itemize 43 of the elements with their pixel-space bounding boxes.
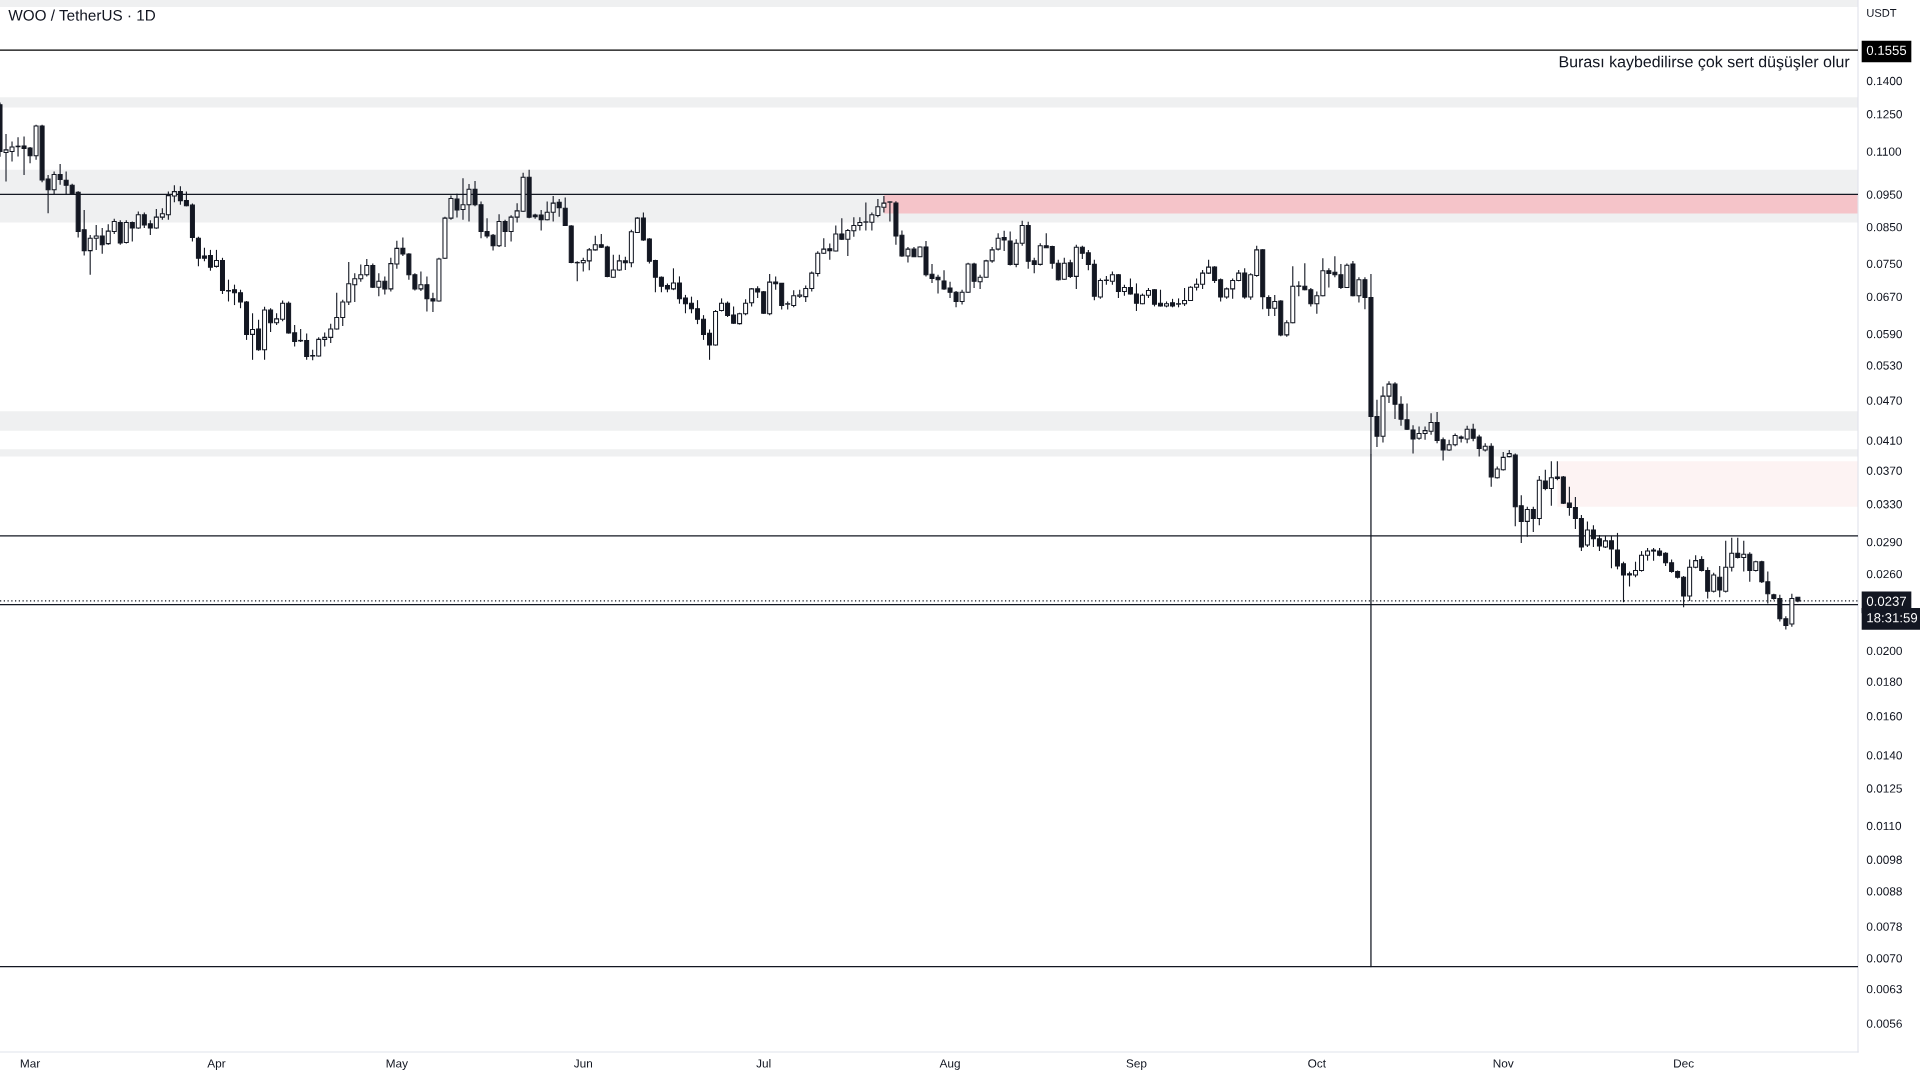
- y-tick-label: 0.0063: [1866, 985, 1902, 994]
- ref-line-label: Burası kaybedilirse çok sert düşüşler olur: [1559, 55, 1850, 71]
- x-tick-label: Apr: [207, 1059, 226, 1070]
- y-tick-label: 0.0260: [1866, 569, 1902, 579]
- x-tick-label: Nov: [1493, 1059, 1514, 1068]
- y-tick-label: 0.0470: [1866, 396, 1902, 405]
- y-tick-label: 0.1400: [1866, 76, 1902, 86]
- x-tick-label: Dec: [1674, 1059, 1694, 1068]
- y-tick-label: 0.0750: [1866, 259, 1902, 268]
- y-tick-label: 0.0330: [1866, 500, 1902, 509]
- x-tick-label: Sep: [1126, 1059, 1147, 1070]
- y-tick-label: 0.0950: [1866, 190, 1902, 199]
- y-tick-label: 0.0200: [1866, 646, 1902, 656]
- y-tick-label: 0.1555: [1866, 45, 1907, 55]
- y-tick-label: 0.0410: [1866, 436, 1902, 445]
- y-tick-label: 0.0056: [1866, 1019, 1902, 1028]
- y-tick-label: 0.0140: [1866, 751, 1902, 760]
- y-tick-label: 0.0530: [1866, 361, 1902, 370]
- y-tick-label: 0.0370: [1866, 466, 1902, 475]
- x-tick-label: Mar: [20, 1059, 41, 1068]
- y-tick-label: 0.0590: [1866, 329, 1902, 339]
- y-tick-label: 0.0070: [1866, 954, 1902, 963]
- chart-title: WOO / TetherUS · 1D: [8, 9, 156, 21]
- y-tick-label: 0.0160: [1866, 712, 1902, 721]
- x-tick-label: May: [386, 1059, 408, 1070]
- y-tick-label: 0.0098: [1866, 855, 1902, 864]
- x-tick-label: Jun: [573, 1059, 593, 1068]
- y-axis-title: USDT: [1867, 9, 1897, 17]
- x-tick-label: Jul: [756, 1058, 771, 1068]
- y-tick-label: 0.0670: [1866, 292, 1902, 302]
- x-tick-label: Oct: [1308, 1059, 1326, 1068]
- y-tick-label: 0.1100: [1866, 147, 1902, 156]
- text: 18:31:59: [1867, 613, 1918, 623]
- y-tick-label: 0.0110: [1866, 821, 1902, 831]
- x-tick-label: Aug: [939, 1059, 960, 1070]
- y-tick-label: 0.0850: [1866, 222, 1902, 232]
- y-tick-label: 0.0290: [1866, 537, 1902, 547]
- y-tick-label: 0.0088: [1866, 887, 1902, 896]
- y-tick-label: 0.0078: [1866, 922, 1902, 931]
- y-tick-label: 0.0125: [1866, 784, 1902, 793]
- y-tick-label: 0.0237: [1866, 596, 1907, 606]
- y-tick-label: 0.1250: [1866, 110, 1902, 119]
- y-tick-label: 0.0180: [1866, 677, 1902, 686]
